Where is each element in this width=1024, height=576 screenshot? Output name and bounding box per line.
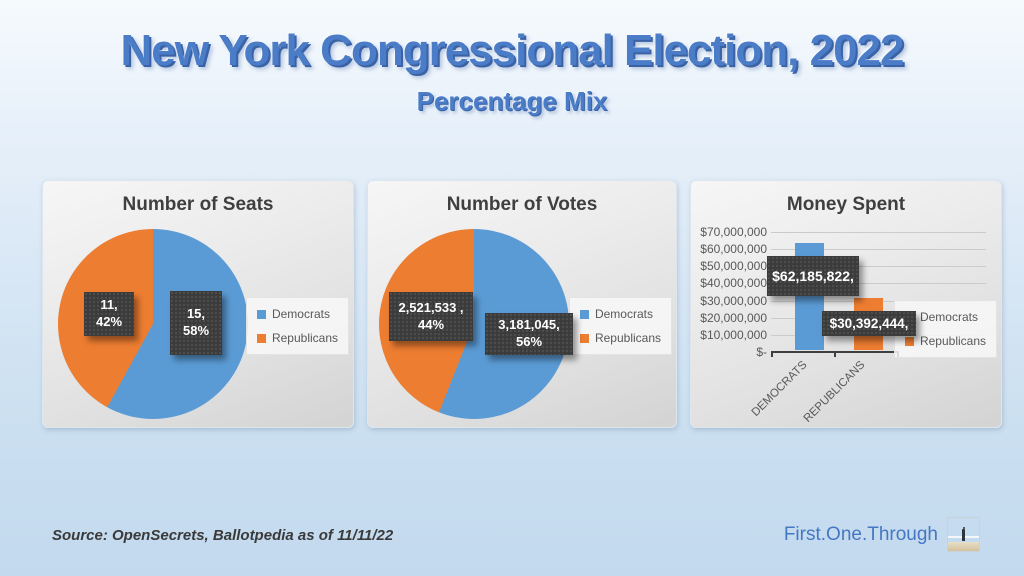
y-axis-tick-label: $20,000,000 <box>700 311 767 325</box>
gridline <box>771 266 986 267</box>
chart-panel-money: Money Spent $70,000,000 $60,000,000 $50,… <box>690 180 1002 428</box>
y-axis-tick-label: $70,000,000 <box>700 225 767 239</box>
seats-democrat-data-label: 15, 58% <box>170 291 222 355</box>
legend-item-democrats: Democrats <box>256 307 338 321</box>
votes-chart-title: Number of Votes <box>446 194 598 215</box>
legend-item-republicans: Republicans <box>579 331 661 345</box>
seats-dem-value: 15, <box>186 306 206 322</box>
seats-chart-title: Number of Seats <box>122 194 274 215</box>
republicans-swatch-icon <box>579 333 589 343</box>
x-axis <box>771 351 899 357</box>
source-note: Source: OpenSecrets, Ballotpedia as of 1… <box>52 527 394 544</box>
votes-republican-data-label: 2,521,533 , 44% <box>389 292 473 341</box>
legend-label-democrats: Democrats <box>594 307 653 321</box>
y-axis-tick-label: $- <box>756 345 767 359</box>
money-chart-title: Money Spent <box>786 194 906 215</box>
legend-item-republicans: Republicans <box>904 334 986 348</box>
logo-sand <box>948 542 979 551</box>
y-axis-tick-label: $60,000,000 <box>700 242 767 256</box>
seats-rep-percent: 42% <box>95 314 123 329</box>
chart-panel-votes: Number of Votes 2,521,533 , 44% 3,181,04… <box>367 180 677 428</box>
votes-legend: Democrats Republicans <box>568 297 672 355</box>
logo-person-figure <box>962 529 965 541</box>
y-axis-tick-label: $30,000,000 <box>700 294 767 308</box>
money-rep-value: $30,392,444, <box>829 315 909 331</box>
gridline <box>771 232 986 233</box>
seats-dem-percent: 58% <box>182 323 210 338</box>
legend-label-democrats: Democrats <box>271 307 330 321</box>
legend-label-republicans: Republicans <box>271 331 338 345</box>
legend-item-democrats: Democrats <box>579 307 661 321</box>
legend-label-democrats: Democrats <box>919 310 978 324</box>
money-democrat-data-label: $62,185,822, <box>767 256 859 296</box>
x-axis-tick <box>771 353 773 357</box>
democrats-swatch-icon <box>579 309 589 319</box>
y-axis-tick-label: $50,000,000 <box>700 259 767 273</box>
logo-person-head <box>962 526 965 529</box>
brand-text: First.One.Through <box>783 523 938 545</box>
votes-rep-value: 2,521,533 , <box>398 299 464 315</box>
votes-democrat-data-label: 3,181,045, 56% <box>485 313 573 355</box>
republicans-swatch-icon <box>256 333 266 343</box>
legend-item-democrats: Democrats <box>904 310 986 324</box>
y-axis-tick-label: $10,000,000 <box>700 328 767 342</box>
democrats-swatch-icon <box>256 309 266 319</box>
x-axis-tick <box>834 353 836 357</box>
gridline <box>771 283 986 284</box>
slide-title: New York Congressional Election, 2022 <box>120 26 905 75</box>
legend-label-republicans: Republicans <box>594 331 661 345</box>
beach-photo-logo <box>947 517 980 552</box>
seats-republican-data-label: 11, 42% <box>84 292 134 336</box>
legend-item-republicans: Republicans <box>256 331 338 345</box>
republicans-swatch-icon <box>904 336 914 346</box>
legend-label-republicans: Republicans <box>919 334 986 348</box>
votes-dem-percent: 56% <box>515 334 543 349</box>
seats-legend: Democrats Republicans <box>245 297 349 355</box>
seats-rep-value: 11, <box>100 297 118 313</box>
money-republican-data-label: $30,392,444, <box>822 311 916 336</box>
slide-subtitle: Percentage Mix <box>416 86 608 116</box>
money-dem-value: $62,185,822, <box>772 267 854 284</box>
gridline <box>771 249 986 250</box>
votes-rep-percent: 44% <box>417 316 445 332</box>
y-axis-tick-label: $40,000,000 <box>700 276 767 290</box>
votes-dem-value: 3,181,045, <box>498 317 560 333</box>
chart-panel-seats: Number of Seats 11, 42% 15, 58% Democrat… <box>42 180 354 428</box>
brand-block: First.One.Through <box>784 517 980 552</box>
